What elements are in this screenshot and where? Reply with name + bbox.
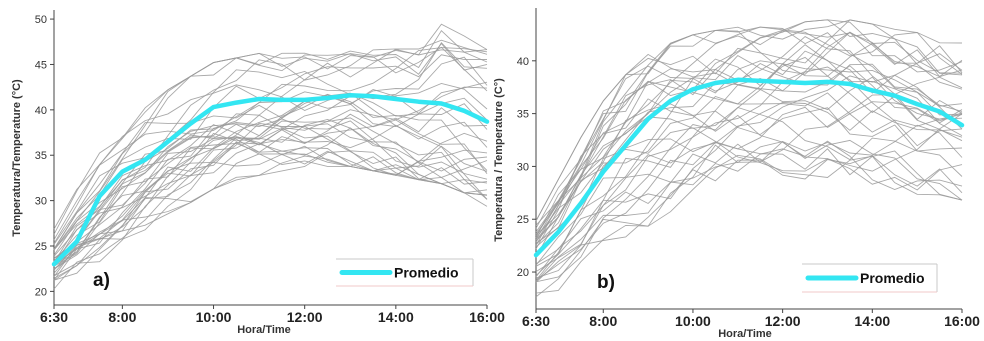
individual-series-line <box>53 47 488 240</box>
x-tick-label: 10:00 <box>196 309 232 325</box>
x-tick-label: 16:00 <box>944 313 980 329</box>
x-axis-label: Hora/Time <box>718 328 772 340</box>
y-tick-label: 40 <box>35 105 47 117</box>
y-tick-label: 25 <box>35 241 47 253</box>
x-tick-label: 6:30 <box>40 309 68 325</box>
individual-series-line <box>53 122 488 281</box>
individual-series-line <box>535 19 963 226</box>
individual-series-line <box>535 142 963 281</box>
individual-series-line <box>53 84 488 230</box>
panel-label: a) <box>93 270 110 291</box>
individual-series-line <box>53 119 488 277</box>
individual-series-line <box>53 93 488 266</box>
individual-series-line <box>53 153 488 266</box>
individual-series-line <box>535 44 963 242</box>
individual-series-line <box>53 127 488 277</box>
y-tick-label: 45 <box>35 59 47 71</box>
y-tick-label: 30 <box>517 161 529 173</box>
legend: Promedio <box>802 263 938 293</box>
y-tick-label: 35 <box>517 109 529 121</box>
individual-series-line <box>53 117 488 290</box>
individual-series-line <box>535 76 963 265</box>
individual-series-line <box>535 139 963 294</box>
x-axis-label: Hora/Time <box>237 324 291 336</box>
individual-series-line <box>535 103 963 258</box>
individual-series-line <box>535 36 963 243</box>
individual-series-line <box>535 26 963 245</box>
individual-series-line <box>535 65 963 244</box>
individual-series-line <box>535 124 963 282</box>
y-tick-label: 20 <box>35 286 47 298</box>
x-tick-label: 8:00 <box>108 309 136 325</box>
individual-series-line <box>53 123 488 257</box>
average-series-line <box>533 77 965 258</box>
individual-series-line <box>53 69 488 245</box>
chart-panel-b: 20 25 30 35 40 6:30 8:00 10:00 12:00 14:00 16:00 Te… <box>493 8 980 340</box>
x-tick-label: 12:00 <box>765 313 801 329</box>
individual-series-line <box>53 150 488 281</box>
legend-label: Promedio <box>860 270 925 286</box>
individual-series-line <box>535 55 963 240</box>
x-tick-label: 14:00 <box>378 309 414 325</box>
individual-series-line <box>535 30 963 233</box>
individual-series-line <box>53 86 488 259</box>
individual-series-line <box>53 56 488 267</box>
x-tick-label: 16:00 <box>469 309 505 325</box>
individual-series-line <box>53 46 488 244</box>
individual-series-line <box>53 121 488 267</box>
individual-series-line <box>535 154 963 298</box>
legend: Promedio <box>336 258 474 287</box>
individual-series-line <box>535 31 963 278</box>
legend-label: Promedio <box>394 265 459 281</box>
chart-panel-a: 20 25 30 35 40 45 50 6:30 8:00 10:00 12:00 14:00 16:… <box>11 10 505 336</box>
y-axis-label: Temperatura / Temperature (C°) <box>493 78 505 242</box>
individual-series-line <box>53 113 488 262</box>
individual-series-line <box>535 140 963 266</box>
individual-series-line <box>53 92 488 250</box>
individual-series-line <box>53 23 488 250</box>
individual-series-line <box>535 127 963 248</box>
average-series-line <box>51 93 490 267</box>
individual-series-line <box>535 19 963 236</box>
individual-series-line <box>53 29 488 251</box>
y-tick-label: 20 <box>517 267 529 279</box>
x-tick-label: 14:00 <box>854 313 890 329</box>
individual-series-line <box>53 107 488 266</box>
individual-series-line <box>535 106 963 283</box>
individual-series-line <box>53 81 488 274</box>
y-tick-label: 30 <box>35 196 47 208</box>
individual-series-line <box>53 127 488 281</box>
x-tick-label: 6:30 <box>522 313 550 329</box>
individual-series-line <box>535 74 963 272</box>
y-axis-label: Temperatura/Temperature (°C) <box>11 79 23 237</box>
x-tick-label: 10:00 <box>675 313 711 329</box>
x-tick-label: 12:00 <box>287 309 323 325</box>
panel-label: b) <box>597 272 615 293</box>
y-tick-label: 50 <box>35 14 47 26</box>
y-tick-label: 40 <box>517 56 529 68</box>
individual-series-line <box>535 98 963 250</box>
y-tick-label: 35 <box>35 150 47 162</box>
individual-series-line <box>53 136 488 279</box>
individual-series-line <box>53 150 488 260</box>
individual-series-line <box>53 42 488 235</box>
x-tick-label: 8:00 <box>589 313 617 329</box>
y-tick-label: 25 <box>517 214 529 226</box>
individual-series-line <box>535 19 963 246</box>
